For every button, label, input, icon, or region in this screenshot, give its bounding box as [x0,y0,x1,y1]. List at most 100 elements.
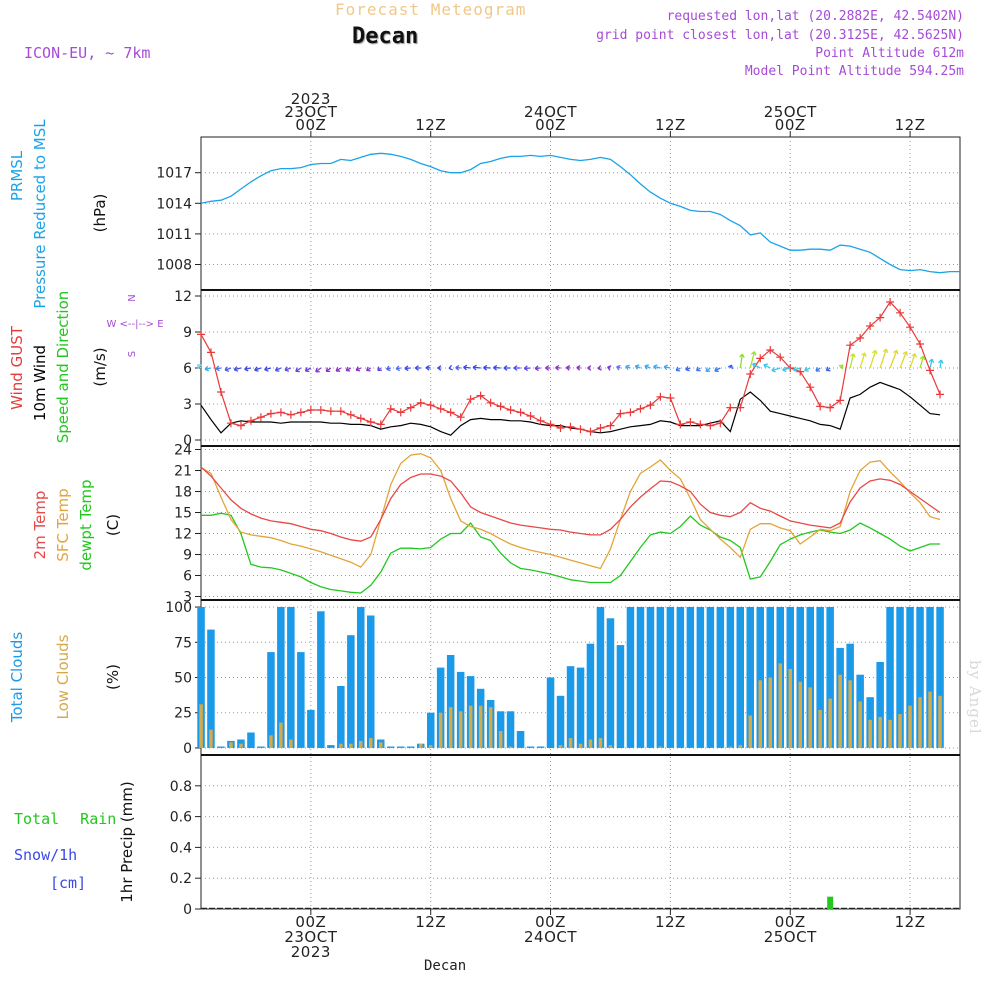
total-cloud-bar [297,652,305,748]
gust-marker [556,424,565,432]
wind-arrow-head [607,365,612,371]
low-cloud-bar [928,691,932,748]
wind-arrow [919,356,925,369]
top-time-label: 24OCT [524,103,577,121]
gust-marker [746,370,755,378]
gust-marker [796,367,805,376]
pressure-label-prmsl: PRMSL [8,150,26,201]
precip-snow-label: Snow/1h [14,846,77,864]
gust-marker [666,394,675,402]
gust-marker [806,383,815,392]
gust-marker [286,410,295,419]
wind-arrow [763,364,771,369]
low-cloud-bar [788,669,792,748]
rain-bar [827,896,834,909]
bottom-time-label: 00Z [535,913,566,931]
low-cloud-bar [199,704,203,748]
wind-arrow-head [782,366,787,373]
sfc-temp-line [200,453,941,570]
wind-arrow [869,350,877,369]
bottom-time-label: 25OCT [764,928,817,946]
y-tick-label: 6 [183,361,192,377]
low-cloud-bar [728,746,733,748]
model-point-altitude: Model Point Altitude 594.25m [744,64,964,79]
wind-arrow-head [545,365,550,371]
y-tick-label: 50 [174,671,192,687]
wind-arrow-head [739,353,745,358]
gust-marker [476,391,485,400]
wind-arrow-head [597,365,602,371]
low-cloud-bar [369,738,373,748]
total-cloud-bar [546,677,555,748]
y-tick-label: 100 [165,600,192,616]
wind-arrow [752,363,761,369]
bottom-time-label: 00Z [295,913,326,931]
wind-arrow-head [534,365,539,372]
gust-marker [536,416,545,425]
gust-marker [446,408,455,417]
precip-unit: 1hr Precip (mm) [118,781,136,902]
y-tick-label: 3 [183,590,192,606]
wind-arrow-head [295,367,300,373]
wind-arrow-head [902,351,909,356]
gust-marker [496,402,505,411]
low-cloud-bar [419,743,423,748]
total-cloud-bar [427,712,435,748]
total-cloud-bar [217,746,225,748]
low-cloud-bar [938,695,942,748]
gust-marker [626,408,635,417]
low-cloud-bar [748,715,752,748]
wind-arrow-head [763,363,769,369]
wind-arrow-head [425,364,430,371]
y-tick-label: 0 [183,433,192,449]
total-cloud-bar [716,607,725,748]
y-tick-label: 0 [183,902,192,918]
low-cloud-bar [758,680,762,748]
wind-arrow [939,359,942,369]
wind-arrow-head [395,365,401,372]
y-tick-label: 1017 [156,166,192,182]
gust-marker [416,398,425,407]
y-tick-label: 12 [174,527,192,543]
total-cloud-bar [317,611,325,748]
wind-arrow-head [448,364,453,371]
wind-arrow-head [233,366,239,372]
wind-arrow-head [893,349,899,355]
gust-marker [326,407,335,416]
wind-arrow [909,353,916,369]
total-cloud-bar [357,607,365,748]
wind-arrow-head [224,366,230,372]
bottom-time-label: 00Z [775,913,806,931]
total-cloud-bar [407,746,415,748]
top-time-label: 25OCT [764,103,817,121]
temp2m-line [200,466,941,542]
low-cloud-bar [478,705,483,748]
low-cloud-bar [458,711,463,748]
low-cloud-bar [818,709,822,748]
wind-arrow-head [634,364,640,370]
low-cloud-bar [498,731,503,748]
pressure-label-msl: Pressure Reduced to MSL [31,119,49,309]
gust-marker [456,413,465,422]
gust-marker [356,414,365,423]
wind-arrow-head [861,352,867,357]
gust-marker [197,330,205,339]
low-cloud-bar [209,729,213,748]
total-cloud-bar [896,607,904,748]
total-cloud-bar [696,607,705,748]
compass-we: W <--|--> E [106,319,163,330]
low-cloud-bar [488,707,493,748]
y-tick-label: 6 [183,569,192,585]
low-cloud-bar [438,712,443,748]
wind-arrow [234,367,242,371]
wind-arrow [749,351,756,369]
gust-marker [696,420,705,429]
wind-arrow-head [503,365,508,371]
total-cloud-bar [826,607,834,748]
gust-marker [426,401,435,410]
wind-arrow-head [404,365,409,372]
plot-frame [200,136,961,910]
wind-arrow-head [345,366,351,372]
wind-arrow-head [377,366,382,372]
wind-arrow [889,350,898,369]
